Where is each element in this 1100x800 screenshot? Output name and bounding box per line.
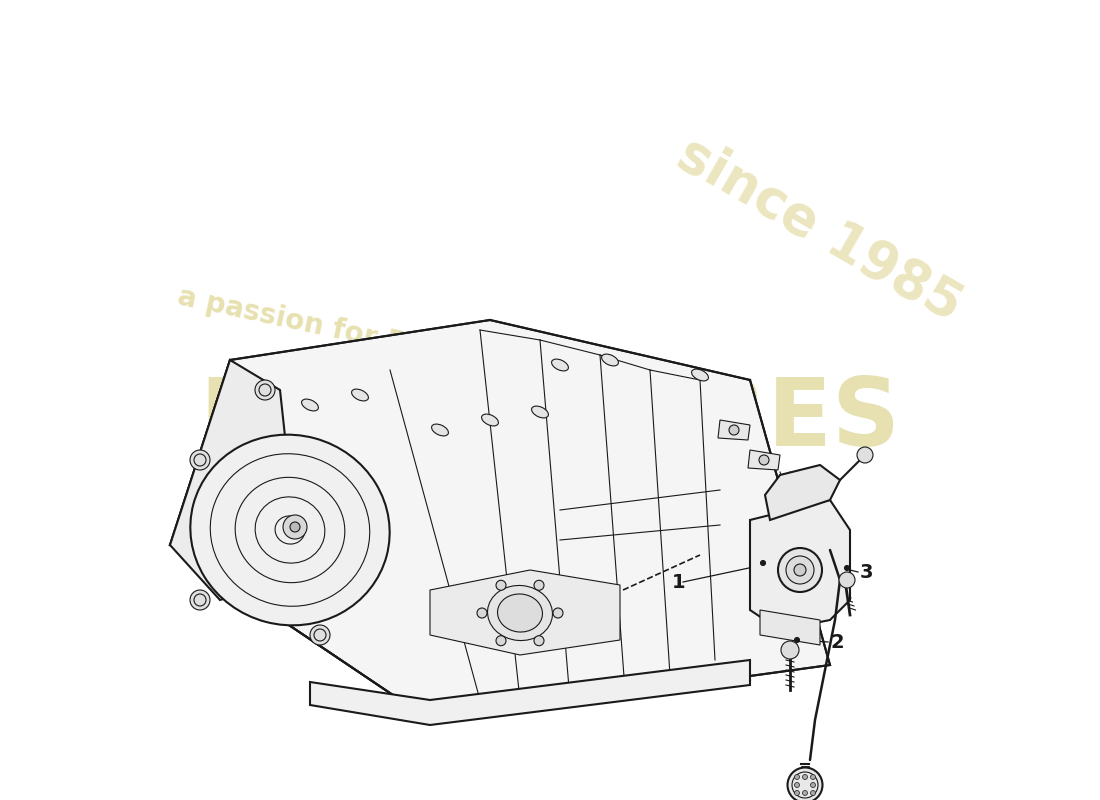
- Circle shape: [779, 495, 789, 505]
- Circle shape: [811, 782, 815, 787]
- Polygon shape: [750, 500, 850, 630]
- Circle shape: [190, 590, 210, 610]
- Circle shape: [811, 790, 815, 795]
- Ellipse shape: [788, 767, 823, 800]
- Polygon shape: [170, 320, 830, 720]
- Circle shape: [534, 580, 544, 590]
- Ellipse shape: [482, 414, 498, 426]
- Circle shape: [794, 774, 800, 779]
- Circle shape: [794, 564, 806, 576]
- Circle shape: [553, 608, 563, 618]
- Text: a passion for Porsche since 1985: a passion for Porsche since 1985: [175, 282, 685, 418]
- Circle shape: [794, 790, 800, 795]
- Text: since 1985: since 1985: [669, 128, 971, 332]
- Circle shape: [290, 522, 300, 532]
- Ellipse shape: [602, 354, 618, 366]
- Circle shape: [534, 636, 544, 646]
- Circle shape: [310, 625, 330, 645]
- Polygon shape: [310, 660, 750, 725]
- Ellipse shape: [497, 594, 542, 632]
- Circle shape: [729, 425, 739, 435]
- Polygon shape: [760, 610, 820, 645]
- Circle shape: [283, 515, 307, 539]
- Polygon shape: [170, 360, 300, 600]
- Polygon shape: [430, 570, 620, 655]
- Circle shape: [769, 545, 779, 555]
- Circle shape: [496, 636, 506, 646]
- Polygon shape: [768, 490, 800, 510]
- Circle shape: [803, 790, 807, 795]
- Circle shape: [839, 572, 855, 588]
- Ellipse shape: [551, 359, 569, 371]
- Circle shape: [190, 450, 210, 470]
- Polygon shape: [764, 465, 840, 520]
- Text: EUROSPARES: EUROSPARES: [199, 374, 901, 466]
- Circle shape: [786, 556, 814, 584]
- Circle shape: [778, 548, 822, 592]
- Circle shape: [477, 608, 487, 618]
- Circle shape: [781, 641, 799, 659]
- Text: 3: 3: [860, 562, 873, 582]
- Ellipse shape: [301, 399, 318, 411]
- Polygon shape: [758, 540, 790, 560]
- Text: 1: 1: [672, 573, 685, 591]
- Circle shape: [255, 380, 275, 400]
- Circle shape: [811, 774, 815, 779]
- Circle shape: [759, 455, 769, 465]
- Ellipse shape: [487, 586, 552, 641]
- Circle shape: [496, 580, 506, 590]
- Circle shape: [803, 774, 807, 779]
- Circle shape: [857, 447, 873, 463]
- Circle shape: [845, 566, 849, 570]
- Polygon shape: [748, 450, 780, 470]
- Circle shape: [794, 782, 800, 787]
- Ellipse shape: [352, 389, 368, 401]
- Circle shape: [794, 638, 800, 642]
- Ellipse shape: [692, 369, 708, 381]
- Polygon shape: [718, 420, 750, 440]
- Ellipse shape: [190, 434, 389, 626]
- Text: 2: 2: [830, 633, 844, 651]
- Circle shape: [760, 561, 766, 566]
- Ellipse shape: [531, 406, 549, 418]
- Ellipse shape: [431, 424, 449, 436]
